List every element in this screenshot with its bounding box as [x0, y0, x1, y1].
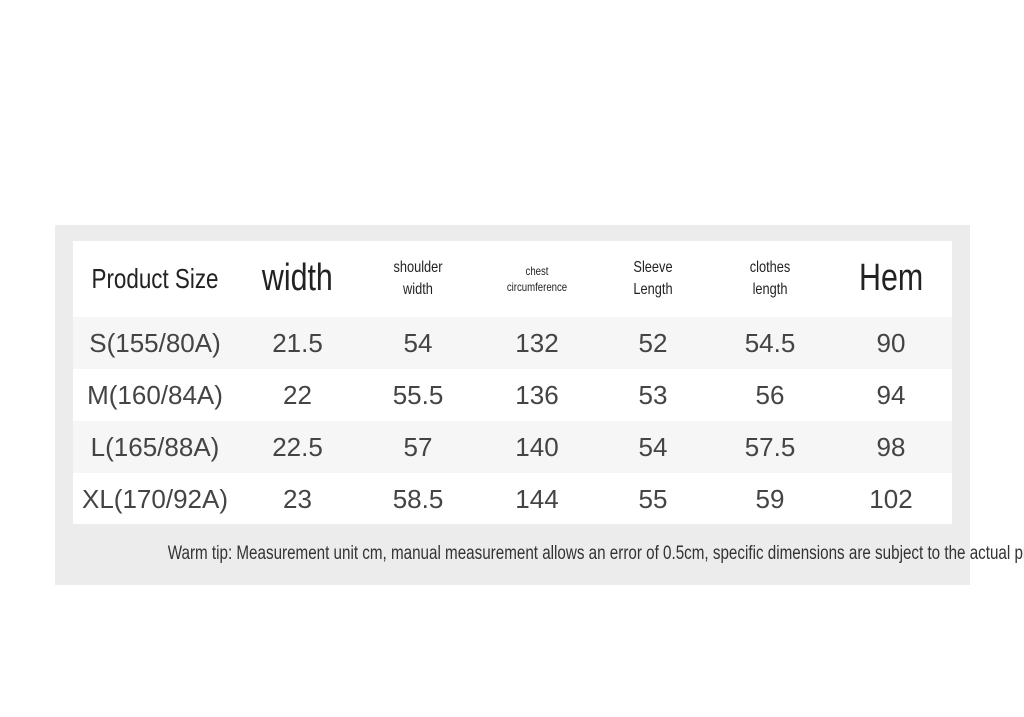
measurement: 57: [403, 431, 433, 462]
measurement: 53: [638, 379, 668, 410]
note-text: Warm tip: Measurement unit cm, manual me…: [167, 543, 1024, 564]
table-cell: 59: [710, 473, 830, 525]
size-label: M(160/84A): [87, 379, 223, 410]
measurement: 21.5: [272, 327, 323, 358]
size-label: L(165/88A): [90, 431, 220, 462]
measurement: 56: [755, 379, 785, 410]
size-table: Product Size width shoulder width chest cir…: [73, 241, 952, 524]
measurement: 52: [638, 327, 668, 358]
measurement: 94: [876, 379, 906, 410]
size-label: XL(170/92A): [82, 483, 228, 514]
table-cell: 132: [478, 317, 596, 369]
table-cell: 22: [237, 369, 358, 421]
table-cell: 102: [830, 473, 952, 525]
measurement: 102: [869, 483, 913, 514]
table-row: L(165/88A) 22.5 57 140 54 57.5 98: [73, 421, 952, 473]
table-cell: 54: [596, 421, 710, 473]
measurement: 98: [876, 431, 906, 462]
header-row: Product Size width shoulder width chest cir…: [73, 241, 952, 317]
measurement: 55.5: [392, 379, 444, 410]
header-text: clothes length: [749, 259, 791, 298]
table-cell: S(155/80A): [73, 317, 237, 369]
measurement: 22: [283, 379, 312, 410]
table-cell: 57.5: [710, 421, 830, 473]
table-row: M(160/84A) 22 55.5 136 53 56 94: [73, 369, 952, 421]
measurement: 54: [403, 327, 433, 358]
header-text: Sleeve Length: [633, 259, 673, 298]
measurement: 90: [876, 327, 906, 358]
measurement: 140: [515, 431, 559, 462]
header-text: width: [262, 257, 333, 300]
measurement: 54.5: [744, 327, 796, 358]
measurement: 23: [283, 483, 312, 514]
table-cell: 54: [358, 317, 478, 369]
table-cell: 21.5: [237, 317, 358, 369]
table-cell: 144: [478, 473, 596, 525]
measurement: 59: [755, 483, 785, 514]
measurement: 55: [638, 483, 668, 514]
header-cell: Hem: [830, 241, 952, 317]
measurement: 54: [638, 431, 668, 462]
measurement: 57.5: [744, 431, 796, 462]
table-cell: 57: [358, 421, 478, 473]
table-cell: 56: [710, 369, 830, 421]
header-cell: chest circumference: [478, 241, 596, 317]
table-cell: 55.5: [358, 369, 478, 421]
table-cell: 94: [830, 369, 952, 421]
measurement: 144: [515, 483, 559, 514]
table-cell: M(160/84A): [73, 369, 237, 421]
measurement: 136: [515, 379, 559, 410]
header-text: Hem: [858, 257, 924, 300]
size-label: S(155/80A): [89, 327, 221, 358]
header-cell: clothes length: [710, 241, 830, 317]
header-cell: Product Size: [73, 241, 237, 317]
table-cell: 58.5: [358, 473, 478, 525]
measurement: 22.5: [272, 431, 323, 462]
table-row: XL(170/92A) 23 58.5 144 55 59 102: [73, 473, 952, 525]
table-cell: 22.5: [237, 421, 358, 473]
header-text: shoulder width: [393, 259, 443, 298]
header-text: Product Size: [91, 263, 219, 295]
table-cell: 53: [596, 369, 710, 421]
header-cell: Sleeve Length: [596, 241, 710, 317]
note: Warm tip: Measurement unit cm, manual me…: [55, 543, 1024, 565]
table-cell: 90: [830, 317, 952, 369]
table-cell: 98: [830, 421, 952, 473]
table-cell: 54.5: [710, 317, 830, 369]
measurement: 58.5: [392, 483, 444, 514]
table-row: S(155/80A) 21.5 54 132 52 54.5 90: [73, 317, 952, 369]
table-cell: 136: [478, 369, 596, 421]
header-text: chest circumference: [506, 263, 568, 294]
table-cell: 52: [596, 317, 710, 369]
header-cell: shoulder width: [358, 241, 478, 317]
measurement: 132: [515, 327, 559, 358]
table-cell: XL(170/92A): [73, 473, 237, 525]
table-cell: 23: [237, 473, 358, 525]
header-cell: width: [237, 241, 358, 317]
table-cell: L(165/88A): [73, 421, 237, 473]
table-cell: 140: [478, 421, 596, 473]
table-cell: 55: [596, 473, 710, 525]
